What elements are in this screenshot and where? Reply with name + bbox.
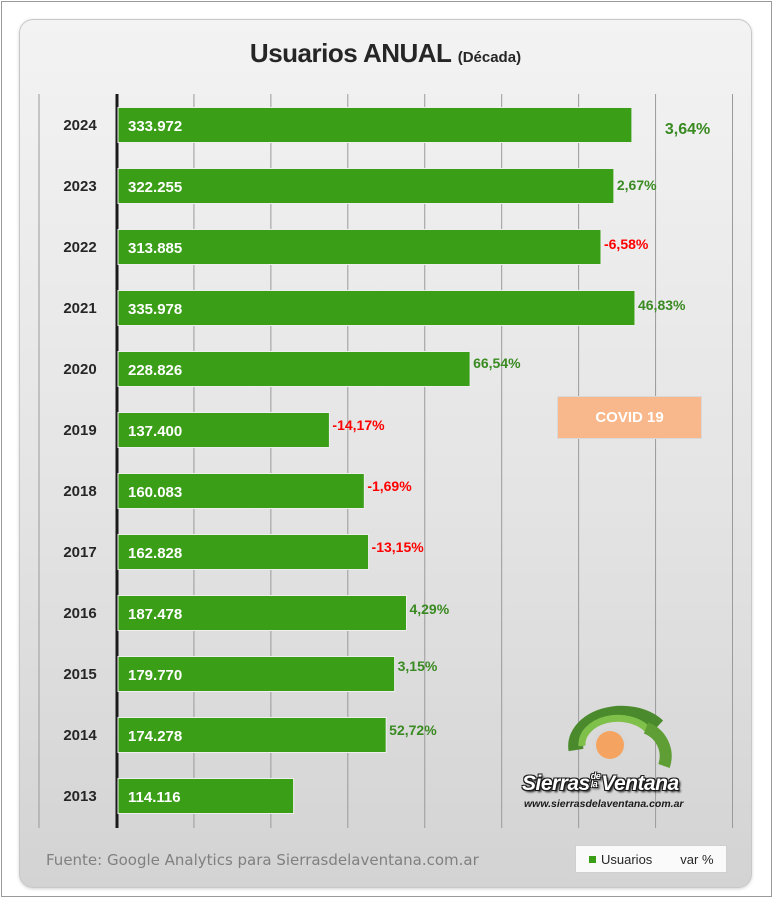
- var-percent-label: 4,29%: [409, 601, 449, 617]
- logo-brand: Sierrasde la Ventana: [522, 771, 679, 796]
- category-label: 2017: [63, 544, 96, 561]
- bar-value-label: 335.978: [128, 301, 182, 318]
- logo-arc-inner: [578, 714, 651, 747]
- logo-sun: [596, 731, 624, 759]
- var-percent-label: 66,54%: [473, 355, 521, 371]
- var-percent-label: 52,72%: [389, 722, 437, 738]
- category-label: 2015: [63, 666, 96, 683]
- bar: [117, 656, 396, 692]
- bar: [117, 168, 615, 204]
- legend-usuarios-swatch: [589, 855, 596, 863]
- bar: [117, 595, 407, 631]
- bar: [117, 473, 365, 509]
- var-percent-label: -1,69%: [367, 478, 412, 494]
- category-label: 2014: [63, 727, 97, 744]
- bar: [117, 534, 370, 570]
- category-label: 2019: [63, 422, 96, 439]
- category-label: 2024: [63, 117, 97, 134]
- category-label: 2016: [63, 605, 96, 622]
- bar: [117, 351, 471, 387]
- bar-value-label: 179.770: [128, 667, 182, 684]
- category-label: 2018: [63, 483, 96, 500]
- category-label: 2013: [63, 788, 96, 805]
- bar-value-label: 114.116: [128, 789, 181, 806]
- var-percent-label: 3,64%: [665, 121, 710, 138]
- bar-value-label: 162.828: [128, 545, 182, 562]
- category-label: 2021: [63, 300, 96, 317]
- bar-value-label: 313.885: [128, 240, 182, 257]
- bar: [117, 107, 633, 143]
- category-label: 2022: [63, 239, 96, 256]
- chart-title: Usuarios ANUAL (Década): [19, 38, 752, 69]
- bar: [117, 290, 636, 326]
- logo-url: www.sierrasdelaventana.com.ar: [524, 798, 684, 810]
- bar-value-label: 228.826: [128, 362, 182, 379]
- var-percent-label: -14,17%: [332, 417, 385, 433]
- chart-subtitle: (Década): [457, 49, 522, 66]
- var-percent-label: 2,67%: [617, 177, 657, 193]
- bar: [117, 778, 295, 814]
- category-label: 2023: [63, 178, 96, 195]
- chart-legend: Usuarios var %: [575, 845, 727, 873]
- covid-annotation: COVID 19: [557, 396, 702, 439]
- bar: [117, 229, 602, 265]
- bar-value-label: 137.400: [128, 423, 182, 440]
- source-note: Fuente: Google Analytics para Sierrasdel…: [46, 851, 479, 869]
- var-percent-label: -13,15%: [372, 539, 425, 555]
- var-percent-label: -6,58%: [604, 236, 649, 252]
- chart-title-main: Usuarios ANUAL: [249, 38, 452, 68]
- bar-value-label: 187.478: [128, 606, 182, 623]
- bar-value-label: 322.255: [128, 179, 182, 196]
- bar-value-label: 160.083: [128, 484, 182, 501]
- logo-arc-outer: [568, 705, 664, 752]
- legend-usuarios-label: Usuarios: [601, 851, 653, 867]
- bar: [117, 717, 387, 753]
- sierras-logo: Sierrasde la Ventana www.sierrasdelaventan…: [516, 700, 716, 815]
- category-label: 2020: [63, 361, 96, 378]
- bar: [117, 412, 330, 448]
- bar-value-label: 174.278: [128, 728, 182, 745]
- var-percent-label: 46,83%: [638, 297, 686, 313]
- var-percent-label: 3,15%: [398, 658, 438, 674]
- logo-arc-right: [643, 722, 672, 768]
- bar-value-label: 333.972: [128, 118, 182, 135]
- logo-emblem-icon: [568, 705, 672, 768]
- legend-var-label: var %: [680, 851, 714, 867]
